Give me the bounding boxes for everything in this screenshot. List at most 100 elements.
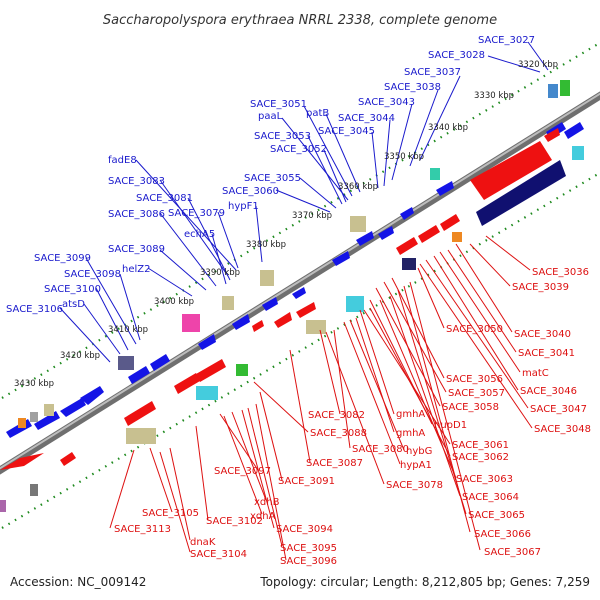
reverse-leader-lines (109, 235, 533, 561)
feature-box (222, 296, 234, 310)
leader-line (485, 235, 531, 271)
leader-line (241, 409, 275, 529)
gene-label: SACE_3106 (6, 304, 63, 315)
gene-label: SACE_3099 (34, 253, 91, 264)
feature-box (560, 80, 570, 96)
leader-line (389, 295, 461, 497)
leader-line (343, 321, 401, 465)
gene-label: gmhA (396, 428, 425, 439)
leader-line (391, 103, 413, 181)
gene-label: SACE_3041 (518, 348, 575, 359)
feature-box (346, 296, 364, 312)
reverse-gene (124, 401, 156, 426)
kbp-tick-label: 3380 kbp (246, 240, 286, 250)
leader-line (255, 205, 263, 263)
forward-gene (198, 334, 216, 350)
leader-line (299, 177, 337, 209)
gene-label: SACE_3050 (446, 324, 503, 335)
forward-labels: SACE_3027 SACE_3028 SACE_3037 SACE_3038 … (6, 35, 535, 315)
kbp-tick-label: 3420 kbp (60, 351, 100, 361)
forward-gene (80, 386, 104, 405)
leader-line (383, 119, 391, 187)
gene-label: gmhA (396, 409, 425, 420)
reverse-gene (196, 359, 226, 382)
leader-line (275, 189, 331, 213)
kbp-tick-label: 3340 kbp (428, 123, 468, 133)
leader-line (527, 41, 549, 71)
gene-label: SACE_3048 (534, 424, 591, 435)
gene-label: SACE_3037 (404, 67, 461, 78)
feature-box (18, 418, 26, 428)
gene-label: xdhB (254, 497, 280, 508)
reverse-gene (0, 453, 44, 470)
forward-gene (232, 314, 250, 330)
leader-line (433, 255, 519, 391)
gene-label: SACE_3065 (468, 510, 525, 521)
outer-tick-track (1, 43, 599, 399)
leader-line (303, 105, 353, 197)
leader-line (439, 251, 521, 373)
feature-box (30, 484, 38, 496)
leader-line (425, 259, 529, 409)
feature-box (0, 500, 6, 512)
forward-gene (378, 226, 394, 240)
gene-label: SACE_3036 (532, 267, 589, 278)
gene-label: hypF1 (228, 201, 259, 212)
reverse-gene (440, 214, 460, 231)
kbp-tick-label: 3370 kbp (292, 211, 332, 221)
forward-gene (400, 207, 414, 220)
reverse-gene (418, 225, 440, 243)
reverse-gene (252, 320, 264, 332)
gene-label: echA5 (184, 229, 215, 240)
gene-label: SACE_3040 (514, 329, 571, 340)
leader-line (323, 149, 347, 203)
leader-line (119, 273, 141, 341)
gene-label: SACE_3046 (520, 386, 577, 397)
leader-line (59, 307, 111, 363)
leader-line (231, 411, 267, 501)
forward-gene (332, 251, 350, 266)
reverse-gene (174, 373, 200, 394)
gene-label: SACE_3064 (462, 492, 519, 503)
gene-label: SACE_3052 (270, 144, 327, 155)
feature-box (402, 258, 416, 270)
gene-label: SACE_3043 (358, 97, 415, 108)
axis-bar (0, 91, 600, 475)
leader-line (159, 212, 217, 287)
gene-label: SACE_3094 (276, 524, 333, 535)
gene-label: SACE_3078 (386, 480, 443, 491)
gene-label: SACE_3087 (306, 458, 363, 469)
gene-label: SACE_3051 (250, 99, 307, 110)
leader-line (409, 89, 439, 167)
leader-line (195, 425, 209, 521)
kbp-tick-label: 3400 kbp (154, 297, 194, 307)
leader-line (289, 349, 311, 463)
reverse-gene (470, 141, 552, 200)
gene-label: SACE_3063 (456, 474, 513, 485)
forward-gene (128, 366, 150, 384)
leader-line (419, 75, 461, 161)
kbp-tick-label: 3430 kbp (14, 379, 54, 389)
feature-box (452, 232, 462, 242)
gene-label: SACE_3098 (64, 269, 121, 280)
feature-box (350, 216, 366, 232)
gene-label: SACE_3091 (278, 476, 335, 487)
leader-line (149, 447, 173, 513)
gene-label: matC (522, 368, 549, 379)
gene-label: hypA1 (400, 460, 432, 471)
gene-label: SACE_3060 (222, 186, 279, 197)
leader-line (383, 281, 447, 393)
gene-label: SACE_3089 (108, 244, 165, 255)
feature-box (306, 320, 326, 334)
forward-gene (564, 122, 584, 139)
reverse-gene (60, 452, 76, 466)
gene-label: hybG (406, 446, 432, 457)
gene-label: SACE_3086 (108, 209, 165, 220)
gene-label: SACE_3055 (244, 173, 301, 184)
accession-text: Accession: NC_009142 (10, 575, 146, 589)
genome-axis (0, 91, 600, 475)
leader-line (255, 403, 287, 561)
gene-label: SACE_3061 (452, 440, 509, 451)
gene-label: SACE_3097 (214, 466, 271, 477)
forward-gene (150, 354, 170, 371)
